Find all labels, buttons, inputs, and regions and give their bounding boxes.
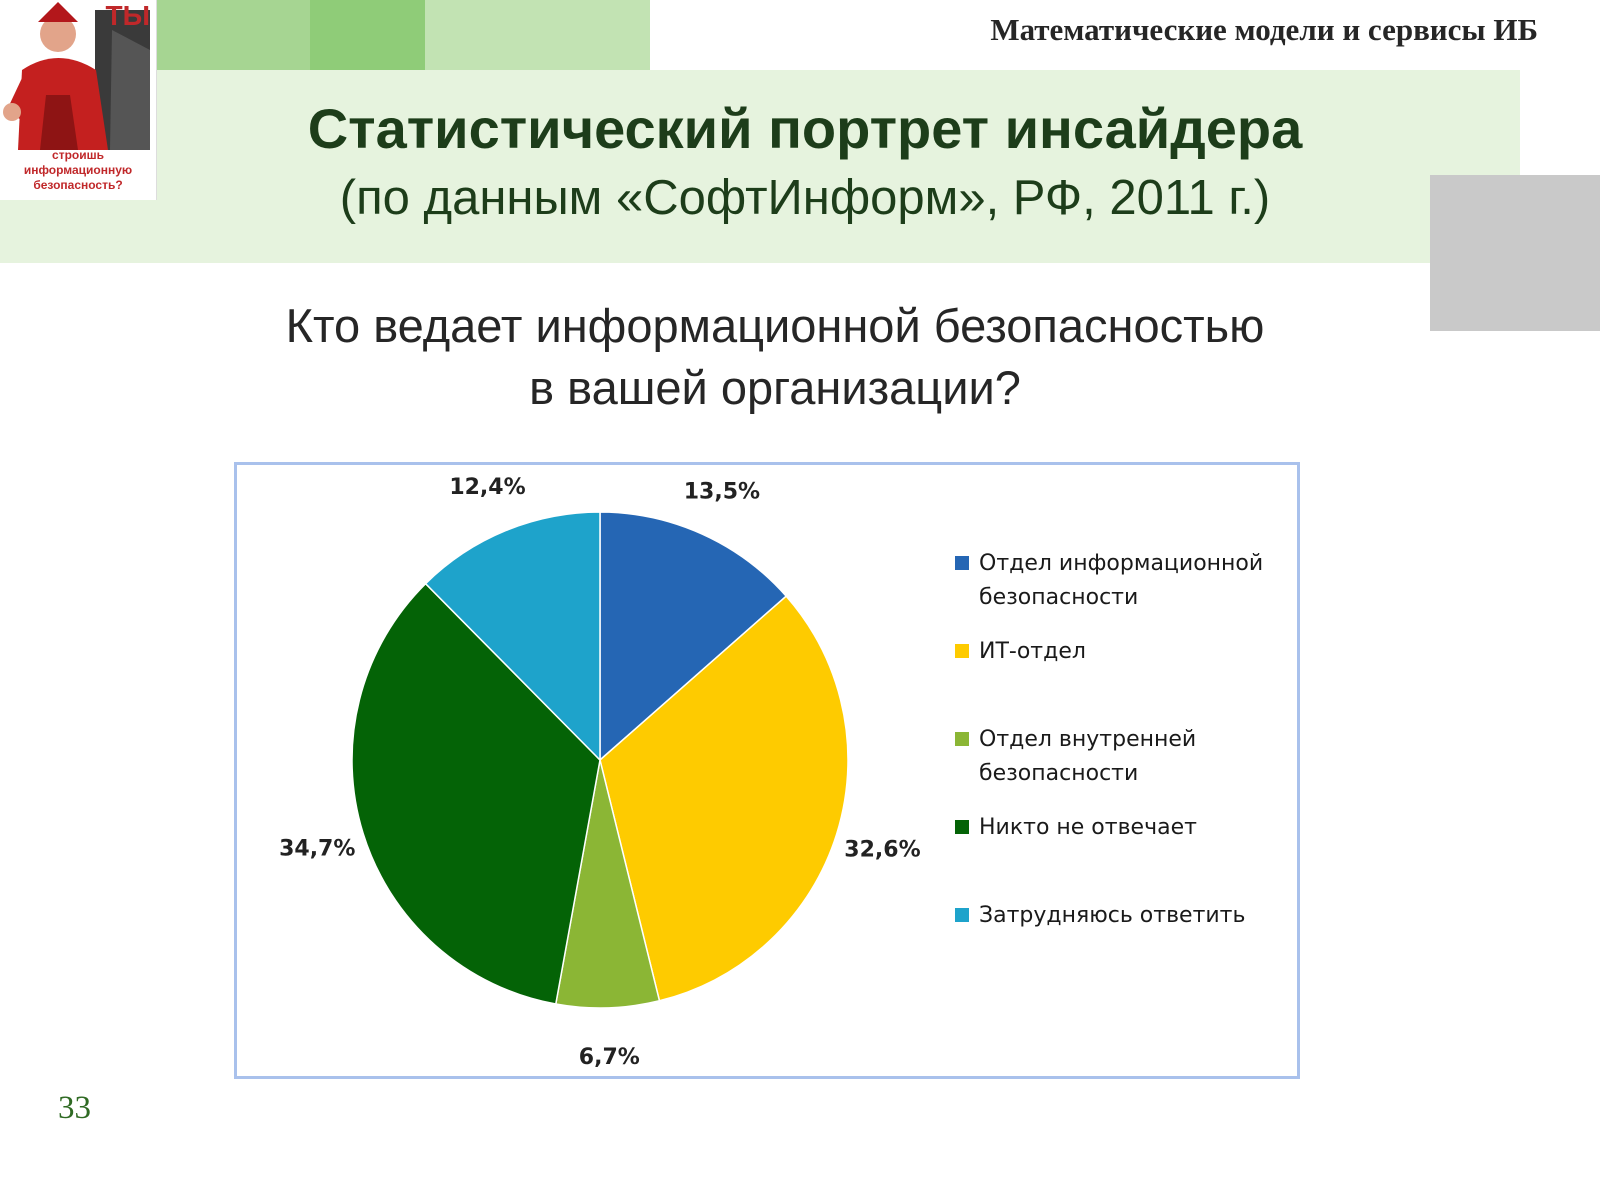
pie-slice [599, 511, 788, 762]
legend-label-line: безопасности [979, 761, 1139, 786]
legend-label-line: Затрудняюсь ответить [979, 903, 1246, 928]
survey-question: Кто ведает информационной безопасностью … [170, 295, 1380, 419]
legend-label: Затрудняюсь ответить [979, 899, 1245, 933]
legend-swatch [955, 820, 969, 834]
poster-image: ТЫ строишь информационную безопасность? [0, 0, 157, 200]
pie-chart-frame: 13,5% 32,6% 6,7% 34,7% 12,4% Отдел информаци… [234, 462, 1300, 1079]
legend-swatch [955, 732, 969, 746]
pie-chart: 13,5% 32,6% 6,7% 34,7% 12,4% [279, 475, 921, 1070]
legend-item: Отдел информационной безопасности [955, 547, 1263, 615]
legend-item: Затрудняюсь ответить [955, 899, 1245, 933]
poster-caption-line: строишь [52, 148, 104, 162]
legend-item: Отдел внутренней безопасности [955, 723, 1196, 791]
legend-label-line: Никто не отвечает [979, 815, 1197, 840]
pie-slice [599, 595, 849, 1002]
pie-data-label: 13,5% [684, 479, 760, 504]
poster-headline: ТЫ [105, 0, 150, 31]
slide-subtitle: (по данным «СофтИнформ», РФ, 2011 г.) [339, 171, 1271, 225]
pie-slice [424, 511, 601, 762]
grey-accent-block [1430, 175, 1600, 331]
poster-caption: строишь информационную безопасность? [0, 148, 156, 193]
poster-figure [0, 0, 156, 150]
pie-data-label: 34,7% [279, 837, 355, 862]
legend-swatch [955, 556, 969, 570]
poster-caption-line: безопасность? [33, 178, 123, 192]
pie-data-label: 12,4% [449, 475, 525, 500]
legend-label: Отдел информационной безопасности [979, 547, 1263, 615]
legend-label-line: Отдел информационной [979, 551, 1264, 576]
legend-label-line: безопасности [979, 585, 1139, 610]
legend-label: ИТ-отдел [979, 635, 1086, 669]
pie-data-label: 32,6% [844, 837, 920, 862]
survey-question-line-2: в вашей организации? [529, 361, 1021, 414]
legend-label: Отдел внутренней безопасности [979, 723, 1196, 791]
course-name: Математические модели и сервисы ИБ [990, 12, 1538, 47]
legend-swatch [955, 644, 969, 658]
title-band [0, 70, 1520, 263]
legend-swatch [955, 908, 969, 922]
slide-title: Статистический портрет инсайдера [307, 97, 1303, 160]
legend-label-line: ИТ-отдел [979, 639, 1086, 664]
poster-caption-line: информационную [23, 163, 133, 177]
legend-label: Никто не отвечает [979, 811, 1197, 845]
legend-item: Никто не отвечает [955, 811, 1197, 845]
pie-slice [351, 582, 601, 1005]
legend-label-line: Отдел внутренней [979, 727, 1197, 752]
page-number: 33 [58, 1090, 91, 1126]
survey-question-line-1: Кто ведает информационной безопасностью [285, 299, 1265, 352]
pie-data-label: 6,7% [579, 1045, 640, 1070]
legend-item: ИТ-отдел [955, 635, 1086, 669]
